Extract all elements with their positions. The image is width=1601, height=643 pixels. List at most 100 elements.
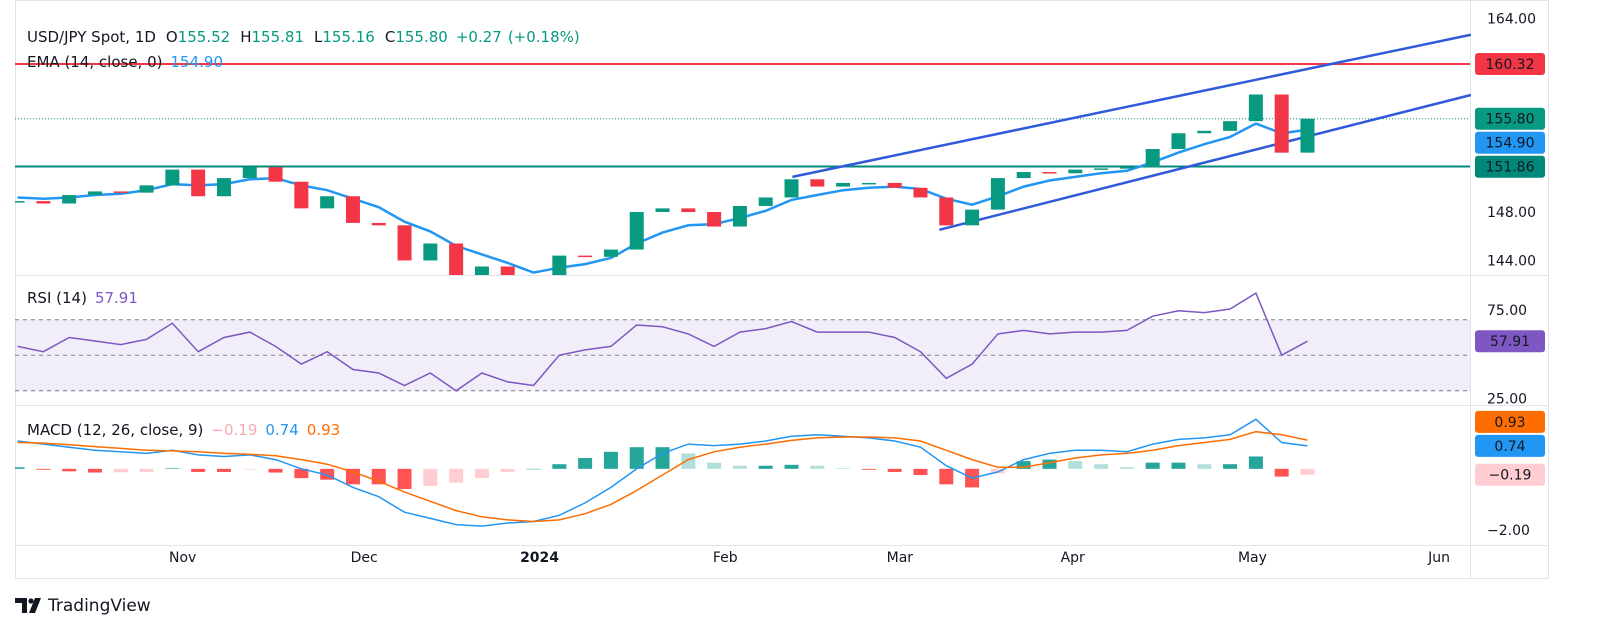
histogram-bar [578,458,593,469]
candle [578,255,593,258]
candle [1171,133,1186,150]
rsi-value: 57.91 [95,289,138,307]
price-box [1475,434,1545,457]
price-box [1475,410,1545,433]
candle [1300,118,1315,153]
readout-value: 155.81 [252,28,305,46]
readout-value: 155.16 [322,28,375,46]
axes: Nov Dec 2024 Feb Mar Apr May Jun 164.00 148.00 144… [169,11,1545,566]
candle [1197,130,1212,134]
candle [758,197,773,206]
trendline [939,93,1472,232]
histogram-bar [449,468,464,483]
x-tick-label: Apr [1061,550,1085,566]
price-box [1475,330,1545,353]
histogram-bar [629,447,644,469]
readout-key: C [385,28,395,46]
candle [1016,172,1031,179]
candle [371,222,386,226]
histogram-bar [423,468,438,486]
candle [707,212,722,227]
histogram-bar [113,468,128,473]
histogram-bar [268,468,283,473]
y-tick-label: −2.00 [1487,523,1530,539]
logo-text: TradingView [47,596,151,616]
x-tick-label: Dec [351,550,378,566]
readout-value: 155.52 [178,28,231,46]
candle [887,182,902,188]
candle [913,187,928,198]
candle [139,185,154,193]
candle [1223,121,1238,131]
frame [15,0,1549,579]
signal-line [17,430,1308,523]
histogram-bar [1016,461,1031,469]
histogram-bar [913,468,928,476]
histogram-bar [552,464,567,469]
histogram-bar [242,468,257,470]
y-tick-label: 25.00 [1487,392,1527,408]
histogram-bar [500,468,515,472]
histogram-bar [1197,464,1212,469]
histogram-bar [1274,468,1289,477]
readout-value: 155.80 [395,28,448,46]
candle [965,209,980,226]
y-tick-label: 75.00 [1487,303,1527,319]
candle [1068,169,1083,174]
signal-value: 0.93 [307,421,340,439]
ema-line [17,122,1308,274]
candle [552,255,567,275]
rsi-line [17,292,1308,392]
histogram-bar [1248,456,1263,469]
candle [1119,167,1134,169]
candle [836,182,851,187]
ema-title: EMA (14, close, 0) [27,53,163,71]
candle [1274,94,1289,153]
rsi-pane [15,292,1470,392]
price-box-label: 160.32 [1486,57,1535,73]
candle [629,212,644,250]
x-tick-label: Mar [887,550,914,566]
price-box [1475,52,1545,75]
change: +0.27 [456,28,502,46]
x-tick-label: Jun [1427,550,1450,566]
histogram-bar [191,468,206,472]
histogram-value: −0.19 [211,421,257,439]
trendline [792,33,1472,179]
candle [113,191,128,193]
price-box-label: 57.91 [1490,334,1530,350]
macd-line [17,418,1308,527]
candle [87,191,102,196]
candle [1145,149,1160,168]
histogram-bar [707,462,722,469]
histogram-bar [732,465,747,469]
candle [1094,168,1109,170]
candle [681,208,696,213]
histogram-bar [1171,462,1186,469]
candle [500,266,515,275]
histogram-bar [1094,464,1109,469]
price-box [1475,107,1545,130]
candle [216,178,231,197]
candle [165,169,180,186]
price-header: USD/JPY Spot, 1D O155.52 H155.81 L155.16 C15… [27,28,580,46]
readout-key: H [240,28,251,46]
candle [397,225,412,261]
candle [603,249,618,257]
x-tick-label: Nov [169,550,196,566]
price-box-label: 154.90 [1486,136,1535,152]
candle [191,169,206,197]
candle [474,266,489,275]
candle [294,181,309,209]
ema-value: 154.90 [171,53,224,71]
candle [320,196,335,209]
change-pct: (+0.18%) [508,28,580,46]
candle [15,201,25,203]
candle [939,197,954,226]
histogram-bar [62,468,77,472]
x-tick-label: May [1238,550,1267,566]
readout: O155.52 H155.81 L155.16 C155.80 +0.27 (+0.18%… [166,28,580,46]
histogram-bar [939,468,954,485]
candle [1248,94,1263,122]
